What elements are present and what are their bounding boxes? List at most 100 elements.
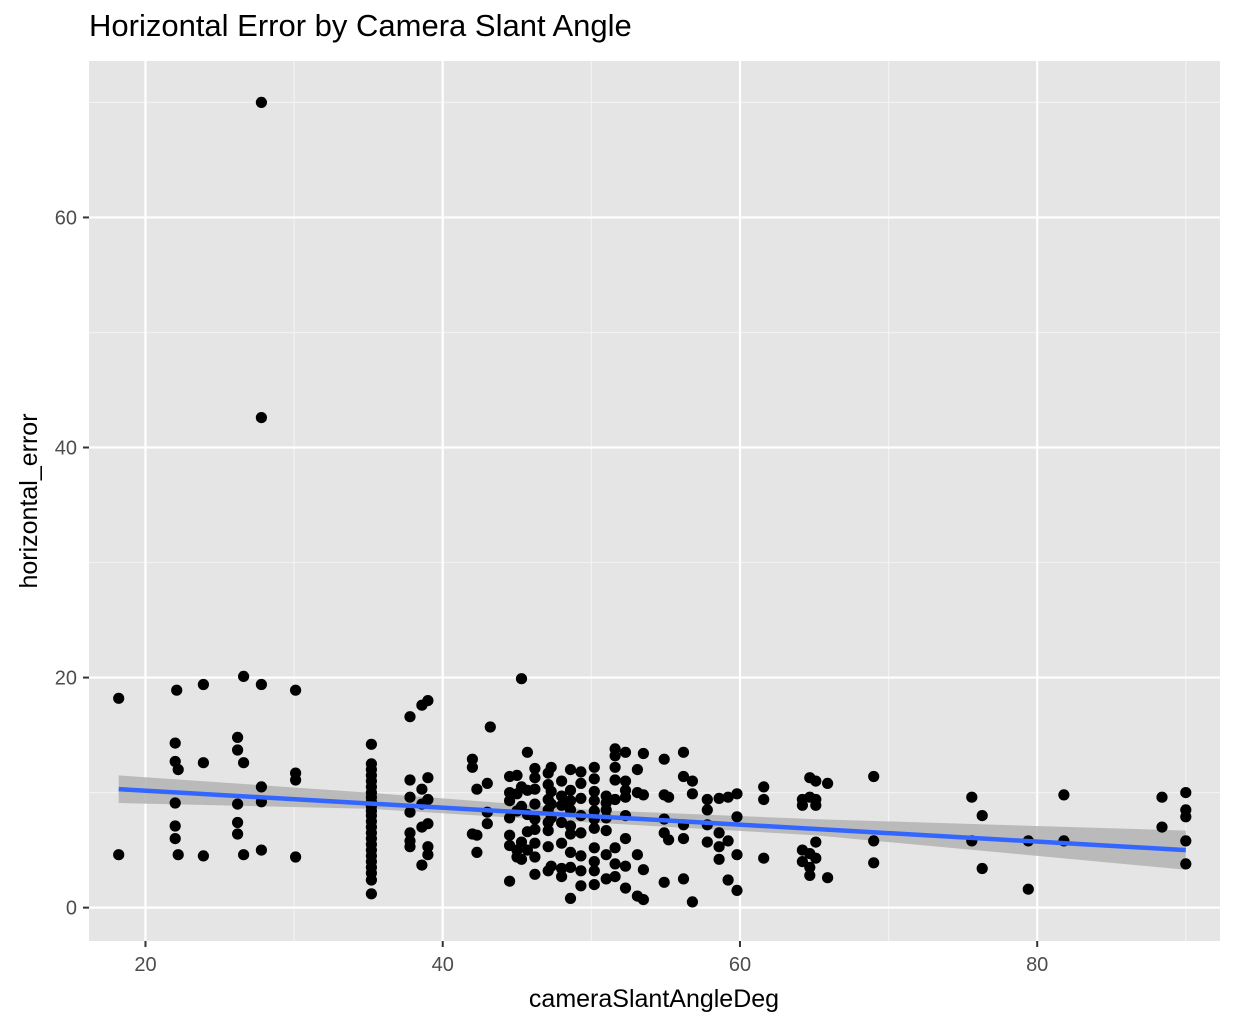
data-point (701, 836, 713, 848)
data-point (529, 813, 541, 825)
data-point (609, 750, 621, 762)
data-point (663, 834, 675, 846)
data-point (637, 864, 650, 876)
data-point (868, 835, 880, 847)
data-point (564, 820, 577, 832)
data-point (722, 835, 734, 847)
data-point (521, 844, 534, 856)
data-point (171, 684, 183, 696)
data-point (255, 781, 267, 793)
data-point (713, 827, 725, 839)
data-point (588, 879, 600, 891)
data-point (255, 678, 267, 691)
data-point (232, 828, 244, 840)
data-point (588, 795, 600, 807)
data-point (619, 882, 632, 894)
data-point (677, 833, 690, 845)
data-point (810, 836, 822, 848)
data-point (868, 857, 880, 869)
data-point (238, 757, 250, 769)
data-point (556, 837, 568, 849)
data-point (113, 692, 125, 704)
data-point (575, 850, 587, 862)
data-point (575, 792, 587, 805)
data-point (619, 833, 632, 845)
data-point (232, 744, 244, 756)
data-point (609, 774, 621, 786)
data-point (529, 823, 541, 836)
data-point (556, 775, 568, 787)
data-point (966, 791, 978, 803)
data-point (365, 738, 377, 750)
data-point (588, 865, 600, 877)
data-point (1180, 811, 1192, 823)
data-point (600, 804, 612, 816)
data-point (637, 789, 650, 801)
data-point (238, 670, 250, 683)
data-point (422, 818, 434, 830)
data-point (1156, 791, 1168, 803)
data-point (422, 695, 434, 707)
data-point (564, 828, 577, 840)
data-point (404, 841, 416, 853)
data-point (722, 791, 734, 803)
data-point (822, 777, 834, 790)
data-point (619, 860, 632, 872)
data-point (169, 833, 181, 845)
data-point (529, 798, 541, 810)
y-axis-title: horizontal_error (15, 413, 43, 588)
axes-layer: 20 40 60 80 0 20 40 60 (55, 207, 1049, 976)
data-point (609, 842, 621, 854)
data-point (529, 772, 541, 784)
data-point (713, 853, 725, 865)
data-point (422, 772, 434, 784)
data-point (471, 783, 483, 795)
chart-title: Horizontal Error by Camera Slant Angle (89, 8, 632, 43)
data-point (976, 810, 988, 822)
points-layer (113, 96, 1192, 908)
data-point (588, 856, 600, 868)
data-point (290, 774, 302, 786)
data-point (529, 783, 541, 795)
data-point (169, 797, 181, 809)
trend-layer (118, 786, 1186, 853)
confidence-band-layer (118, 775, 1186, 870)
data-point (575, 880, 587, 892)
confidence-band (118, 775, 1186, 870)
data-point (658, 753, 670, 765)
data-point (545, 761, 557, 773)
data-point (365, 888, 377, 900)
data-point (556, 799, 568, 811)
data-point (731, 788, 743, 800)
data-point (416, 859, 428, 871)
data-point (172, 764, 184, 776)
data-point (471, 829, 483, 841)
data-point (545, 785, 557, 798)
data-point (731, 884, 743, 897)
data-point (731, 811, 743, 823)
x-axis-title: cameraSlantAngleDeg (529, 985, 779, 1013)
data-point (637, 894, 650, 906)
data-point (588, 773, 600, 785)
data-point (515, 800, 528, 813)
data-point (238, 849, 250, 861)
data-point (810, 775, 822, 787)
data-point (810, 852, 822, 864)
data-point (588, 785, 600, 798)
data-point (758, 852, 770, 864)
data-point (564, 861, 577, 874)
data-point (701, 804, 713, 816)
x-tick-label: 40 (432, 954, 454, 976)
data-point (529, 762, 541, 775)
data-point (416, 783, 428, 795)
data-point (609, 761, 621, 773)
data-point (169, 820, 181, 832)
y-tick-label: 20 (55, 668, 77, 690)
data-point (471, 846, 483, 859)
data-point (290, 684, 302, 696)
data-point (556, 816, 568, 829)
data-point (564, 892, 577, 905)
data-point (810, 799, 822, 811)
data-point (422, 793, 434, 806)
data-point (232, 816, 244, 829)
